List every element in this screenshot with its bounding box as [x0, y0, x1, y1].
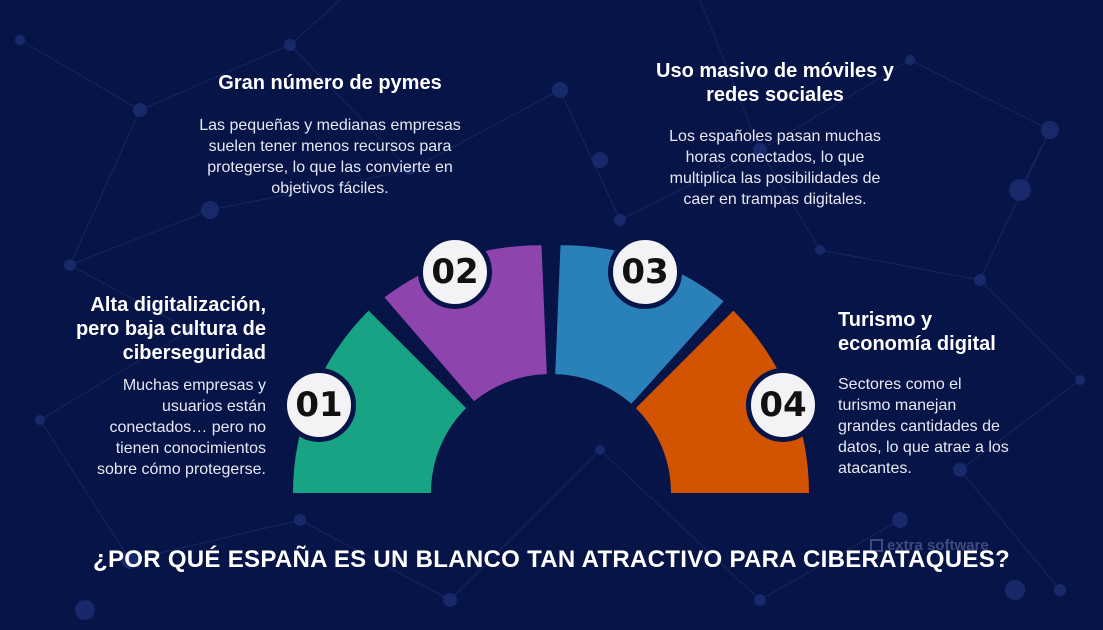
- item-01-heading-line: ciberseguridad: [122, 342, 266, 364]
- item-02-heading: Gran número de pymes: [170, 71, 490, 95]
- page-title: ¿POR QUÉ ESPAÑA ES UN BLANCO TAN ATRACTI…: [93, 546, 1010, 573]
- item-03-heading-line: redes sociales: [706, 84, 844, 106]
- segment-01: [293, 310, 467, 493]
- badge-03: 03: [608, 235, 682, 309]
- segment-04: [635, 310, 809, 493]
- item-02-description-line: objetivos fáciles.: [271, 180, 389, 197]
- watermark: extra software: [870, 537, 989, 554]
- item-04-description-line: turismo manejan: [838, 397, 957, 414]
- item-03-heading: Uso masivo de móviles y redes sociales: [610, 59, 940, 107]
- item-04-description: Sectores como el turismo manejan grandes…: [838, 374, 1078, 479]
- item-04-heading-line: economía digital: [838, 333, 996, 355]
- item-03-description-line: caer en trampas digitales.: [683, 191, 867, 208]
- item-04-description-line: grandes cantidades de: [838, 418, 1000, 435]
- item-04-description-line: Sectores como el: [838, 376, 962, 393]
- item-01-heading-line: pero baja cultura de: [75, 318, 266, 340]
- item-04-heading: Turismo y economía digital: [838, 308, 1078, 356]
- item-01-description-line: Muchas empresas y: [122, 377, 266, 394]
- item-03-description-line: Los españoles pasan muchas: [669, 128, 881, 145]
- badge-02: 02: [418, 235, 492, 309]
- item-01-description-line: tienen conocimientos: [115, 440, 266, 457]
- item-01-description: Muchas empresas y usuarios están conecta…: [40, 375, 266, 480]
- item-02-description-line: suelen tener menos recursos para: [208, 138, 452, 155]
- item-01-description-line: usuarios están: [161, 398, 266, 415]
- item-04-heading-line: Turismo y: [838, 309, 933, 331]
- item-01-heading-line: Alta digitalización,: [90, 294, 266, 316]
- watermark-text: extra software: [887, 537, 989, 554]
- item-02-description: Las pequeñas y medianas empresas suelen …: [170, 115, 490, 199]
- item-02-description-line: protegerse, lo que las convierte en: [207, 159, 453, 176]
- item-01-description-line: sobre cómo protegerse.: [97, 461, 266, 478]
- badge-04: 04: [746, 368, 820, 442]
- item-03-description-line: horas conectados, lo que: [685, 149, 865, 166]
- item-04-description-line: atacantes.: [838, 460, 912, 477]
- item-01-description-line: conectados… pero no: [109, 419, 266, 436]
- item-04-description-line: datos, lo que atrae a los: [838, 439, 1009, 456]
- badge-01: 01: [282, 368, 356, 442]
- item-01-heading: Alta digitalización, pero baja cultura d…: [40, 293, 266, 365]
- item-02-heading-line: Gran número de pymes: [218, 72, 442, 94]
- segment-03: [555, 245, 724, 404]
- checkbox-logo-icon: [870, 539, 883, 552]
- item-03-description-line: multiplica las posibilidades de: [669, 170, 881, 187]
- item-03-description: Los españoles pasan muchas horas conecta…: [610, 126, 940, 210]
- item-02-description-line: Las pequeñas y medianas empresas: [199, 117, 461, 134]
- item-03-heading-line: Uso masivo de móviles y: [656, 60, 894, 82]
